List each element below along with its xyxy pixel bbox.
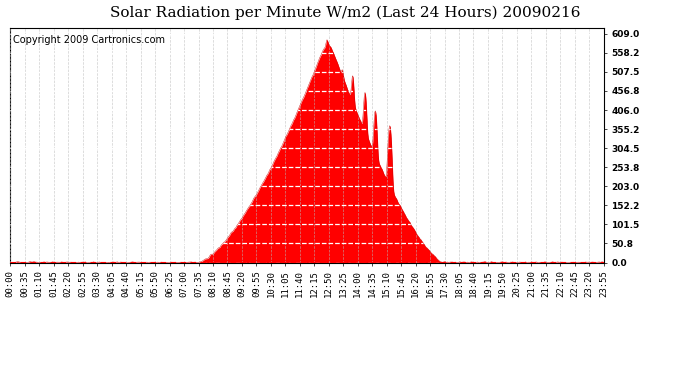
Text: Solar Radiation per Minute W/m2 (Last 24 Hours) 20090216: Solar Radiation per Minute W/m2 (Last 24… — [110, 6, 580, 20]
Text: Copyright 2009 Cartronics.com: Copyright 2009 Cartronics.com — [13, 35, 166, 45]
